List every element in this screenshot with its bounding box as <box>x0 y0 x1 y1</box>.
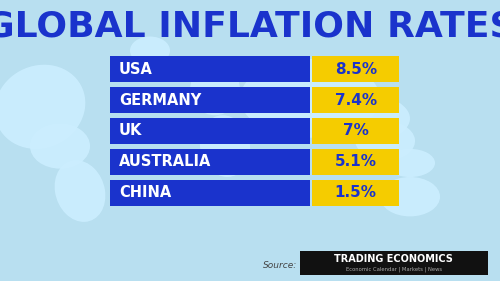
Ellipse shape <box>54 160 106 222</box>
Text: GERMANY: GERMANY <box>119 92 201 108</box>
Text: TRADING ECONOMICS: TRADING ECONOMICS <box>334 254 453 264</box>
FancyBboxPatch shape <box>312 180 400 206</box>
Text: CHINA: CHINA <box>119 185 171 200</box>
FancyBboxPatch shape <box>110 180 310 206</box>
Text: Source:: Source: <box>263 261 298 270</box>
FancyBboxPatch shape <box>110 87 310 113</box>
Text: 8.5%: 8.5% <box>334 62 377 77</box>
FancyBboxPatch shape <box>312 149 400 175</box>
FancyBboxPatch shape <box>312 118 400 144</box>
FancyBboxPatch shape <box>312 87 400 113</box>
Ellipse shape <box>200 115 250 177</box>
FancyBboxPatch shape <box>312 56 400 82</box>
Text: GLOBAL INFLATION RATES: GLOBAL INFLATION RATES <box>0 10 500 44</box>
FancyBboxPatch shape <box>110 118 310 144</box>
Ellipse shape <box>0 65 86 149</box>
Ellipse shape <box>385 149 435 177</box>
Text: USA: USA <box>119 62 153 77</box>
Text: 7%: 7% <box>343 123 368 139</box>
FancyBboxPatch shape <box>300 251 488 275</box>
Ellipse shape <box>130 37 170 65</box>
Text: 5.1%: 5.1% <box>335 154 377 169</box>
Text: UK: UK <box>119 123 142 139</box>
Text: Economic Calendar | Markets | News: Economic Calendar | Markets | News <box>346 267 442 272</box>
Text: AUSTRALIA: AUSTRALIA <box>119 154 212 169</box>
FancyBboxPatch shape <box>110 56 310 82</box>
Text: 7.4%: 7.4% <box>334 92 377 108</box>
Ellipse shape <box>355 121 415 160</box>
Ellipse shape <box>190 65 240 115</box>
Text: 1.5%: 1.5% <box>335 185 377 200</box>
Ellipse shape <box>380 177 440 216</box>
Ellipse shape <box>240 59 380 138</box>
FancyBboxPatch shape <box>110 149 310 175</box>
Ellipse shape <box>30 124 90 169</box>
Ellipse shape <box>310 93 410 143</box>
